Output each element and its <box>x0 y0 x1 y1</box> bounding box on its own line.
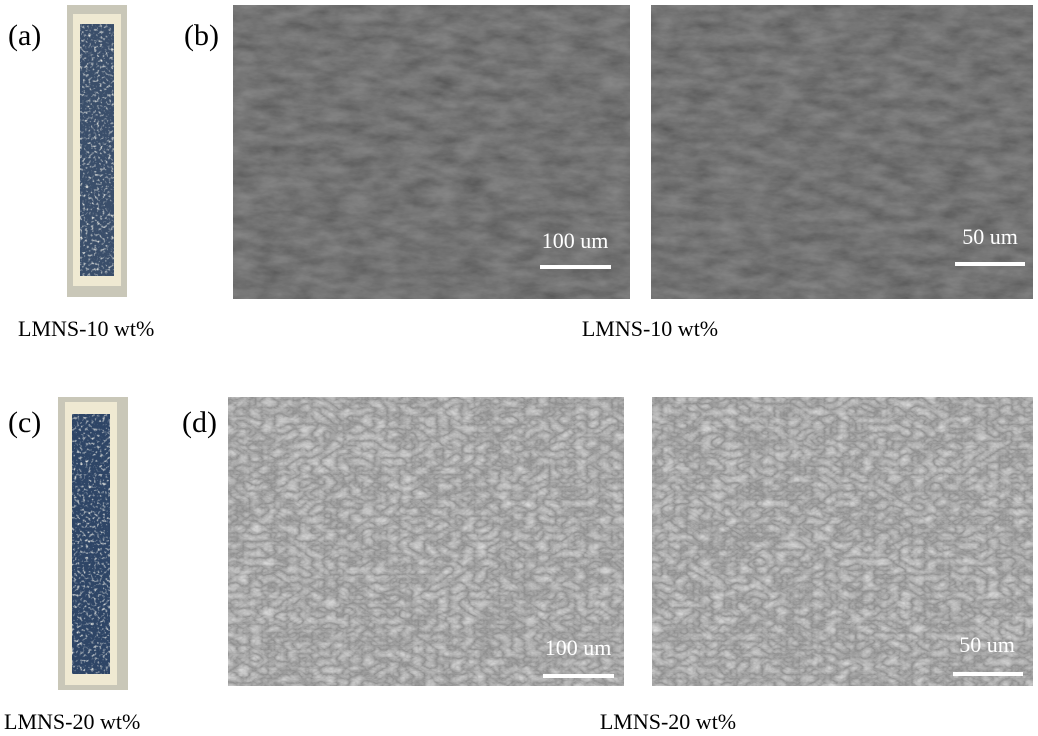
photo-dots <box>80 24 114 276</box>
caption: LMNS-10 wt% <box>582 316 718 341</box>
sem-image <box>233 5 630 299</box>
scale-bar <box>953 672 1023 676</box>
scale-bar-label: 50 um <box>962 224 1018 249</box>
photo-dots <box>72 414 110 674</box>
panel-label: (d) <box>182 406 217 439</box>
figure: (a) LMNS-10 wt% (b) 100 um 50 um LMNS-10… <box>0 0 1038 736</box>
panel-label: (c) <box>8 406 41 439</box>
scale-bar-label: 50 um <box>959 632 1015 657</box>
panel-label: (a) <box>8 19 41 52</box>
caption: LMNS-20 wt% <box>4 709 140 734</box>
scale-bar <box>540 265 611 269</box>
panel-label: (b) <box>184 19 219 52</box>
scale-bar-label: 100 um <box>545 635 612 660</box>
scale-bar-label: 100 um <box>542 228 609 253</box>
caption: LMNS-10 wt% <box>18 316 154 341</box>
scale-bar <box>955 262 1025 266</box>
scale-bar <box>543 674 614 678</box>
sem-image <box>651 5 1033 299</box>
caption: LMNS-20 wt% <box>600 709 736 734</box>
